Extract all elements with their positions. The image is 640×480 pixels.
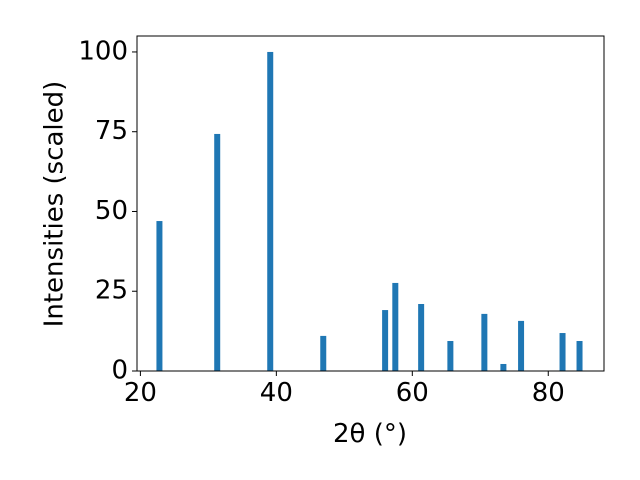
y-axis-label: Intensities (scaled) [40,81,70,328]
y-tick-label: 75 [95,116,128,146]
y-tick-label: 0 [111,356,128,386]
bar [382,310,389,371]
bar [500,363,507,371]
bar [320,335,327,371]
bar [418,304,425,371]
x-tick-label: 20 [124,378,157,408]
y-tick-label: 100 [78,36,128,66]
bar [518,320,525,371]
x-tick-label: 80 [532,378,565,408]
bar [392,282,399,371]
plot-frame [136,35,605,372]
bar [576,341,583,371]
bar [267,51,274,371]
bar [481,313,488,371]
y-tick-label: 50 [95,196,128,226]
x-tick-label: 40 [260,378,293,408]
x-axis-label: 2θ (°) [333,419,407,449]
x-tick-label: 60 [396,378,429,408]
y-tick-label: 25 [95,276,128,306]
bar [559,333,566,371]
bar [156,221,163,371]
bar [214,133,221,371]
bar [447,341,454,371]
